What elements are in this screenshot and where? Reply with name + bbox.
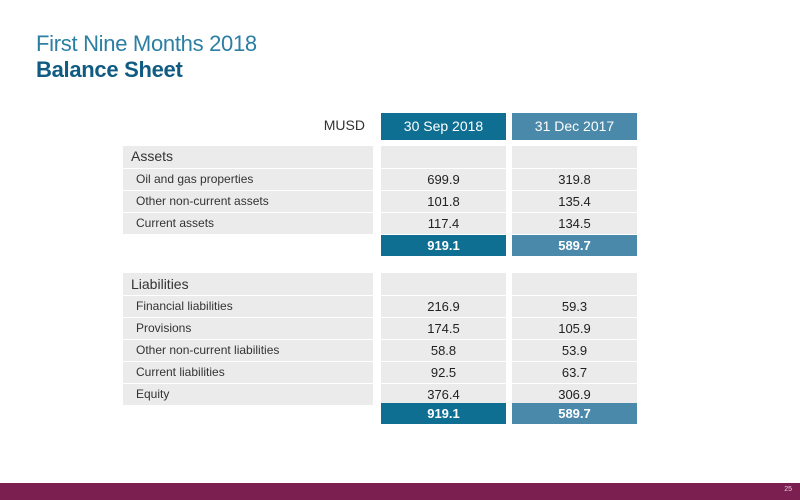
column-header-sep-2018: 30 Sep 2018 [381,113,506,140]
value-dec-2017: 53.9 [561,343,588,358]
row-background [381,362,506,383]
assets-total-sep-2018: 919.1 [381,235,506,256]
row-background [381,318,506,339]
value-dec-2017: 105.9 [558,321,591,336]
row-background [512,146,637,168]
row-background [512,384,637,405]
row-background [381,273,506,295]
column-header-dec-2017: 31 Dec 2017 [512,113,637,140]
row-label: Other non-current liabilities [136,343,280,357]
assets-heading: Assets [131,148,174,164]
row-background [512,213,637,234]
row-label: Current assets [136,216,215,230]
value-sep-2018: 117.4 [427,216,460,231]
row-background [123,296,373,317]
row-label: Equity [136,387,170,401]
row-background [123,362,373,383]
row-background [123,213,373,234]
value-sep-2018: 101.8 [427,194,460,209]
liabilities-total-dec-2017: 589.7 [512,403,637,424]
value-sep-2018: 58.8 [430,343,457,358]
page-title: First Nine Months 2018 [36,31,257,56]
row-background [123,169,373,190]
row-background [512,340,637,361]
row-background [123,146,373,168]
value-dec-2017: 63.7 [561,365,588,380]
row-background [512,318,637,339]
value-dec-2017: 59.3 [561,299,588,314]
value-sep-2018: 699.9 [427,172,460,187]
liabilities-total-sep-2018: 919.1 [381,403,506,424]
row-background [381,169,506,190]
row-background [381,384,506,405]
row-background [512,169,637,190]
row-background [123,340,373,361]
row-label: Other non-current assets [136,194,269,208]
row-background [381,213,506,234]
row-background [512,191,637,212]
row-background [123,318,373,339]
value-sep-2018: 216.9 [427,299,460,314]
row-background [381,191,506,212]
row-label: Current liabilities [136,365,225,379]
assets-total-dec-2017: 589.7 [512,235,637,256]
row-label: Oil and gas properties [136,172,254,186]
value-dec-2017: 135.4 [558,194,591,209]
row-label: Financial liabilities [136,299,233,313]
row-background [123,384,373,405]
row-background [381,340,506,361]
row-background [512,296,637,317]
unit-label: MUSD [323,117,365,133]
row-background [381,146,506,168]
value-dec-2017: 134.5 [558,216,591,231]
value-sep-2018: 92.5 [430,365,457,380]
value-sep-2018: 174.5 [427,321,460,336]
page-subtitle: Balance Sheet [36,57,183,82]
row-background [123,191,373,212]
value-sep-2018: 376.4 [427,387,460,402]
page-number: 25 [784,486,792,493]
row-background [123,273,373,295]
row-background [381,296,506,317]
value-dec-2017: 306.9 [558,387,591,402]
liabilities-heading: Liabilities [131,276,189,292]
row-background [512,273,637,295]
footer-bar: 25 [0,483,800,500]
value-dec-2017: 319.8 [558,172,591,187]
row-label: Provisions [136,321,192,335]
row-background [512,362,637,383]
